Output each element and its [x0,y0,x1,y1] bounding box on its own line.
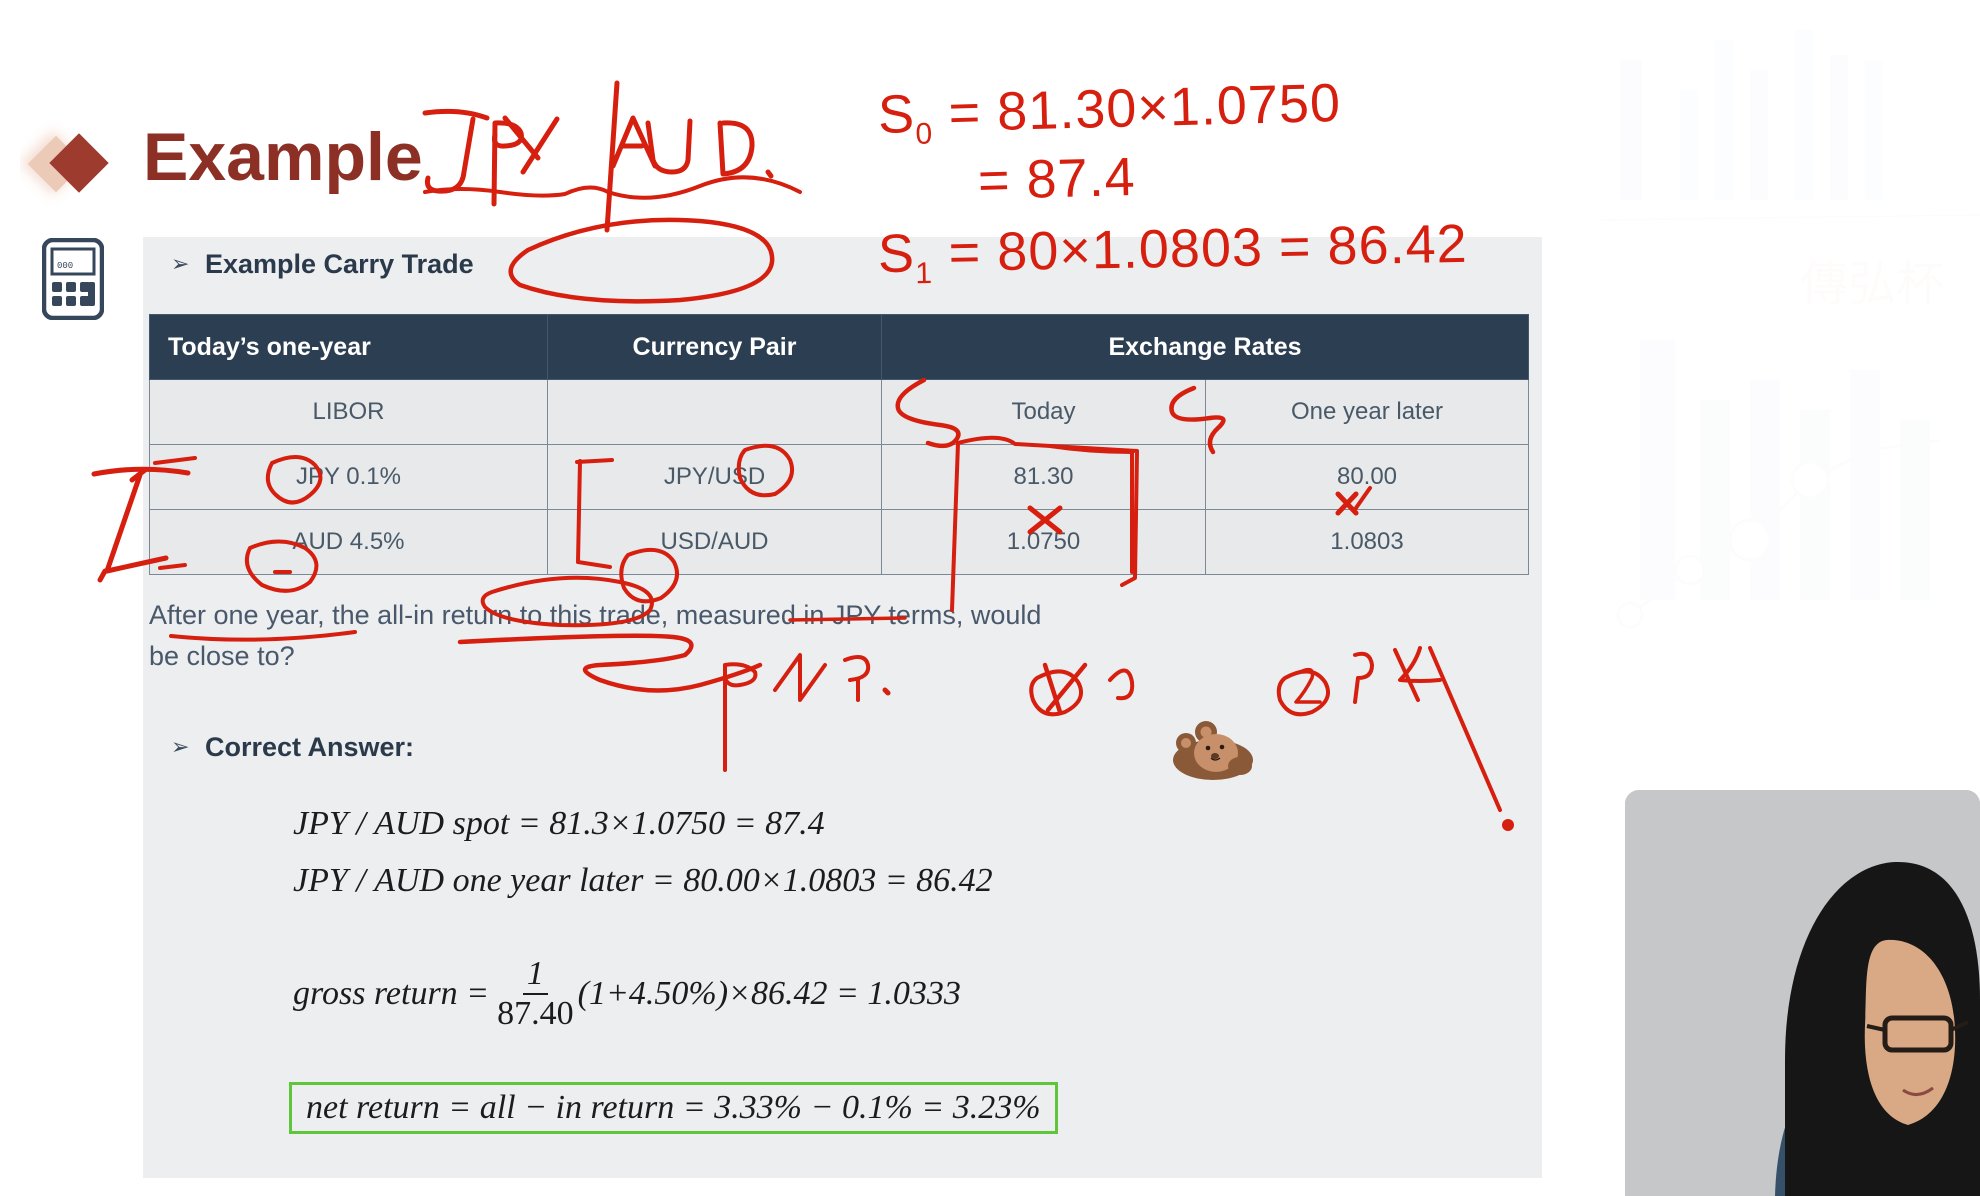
svg-text:000: 000 [57,261,73,271]
svg-text:傳弘杯: 傳弘杯 [1800,258,1944,311]
